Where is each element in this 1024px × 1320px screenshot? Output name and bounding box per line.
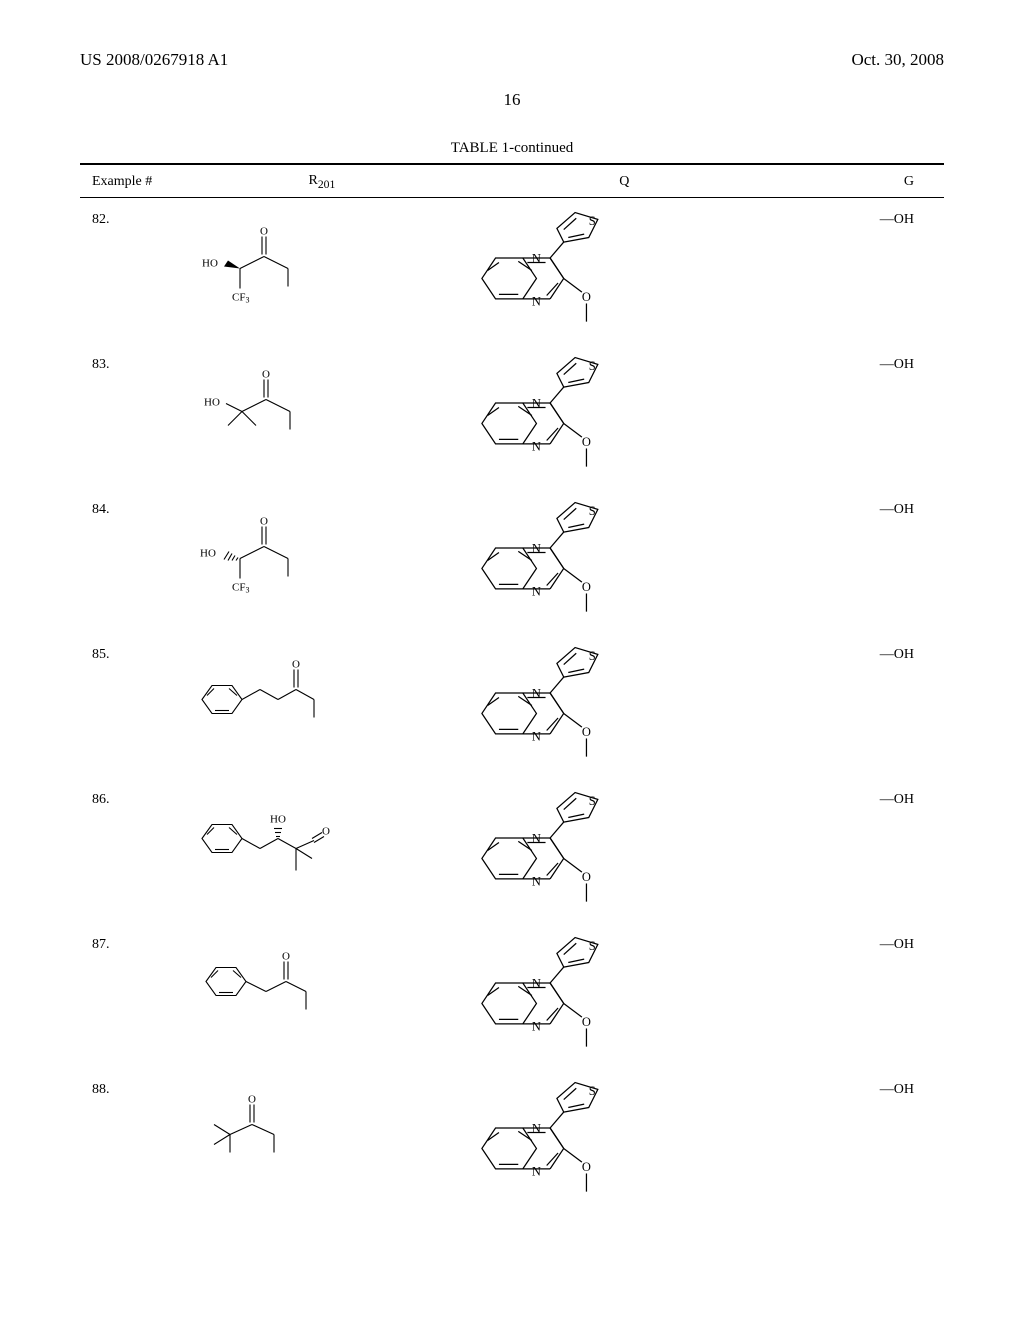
page-header: US 2008/0267918 A1 Oct. 30, 2008	[80, 50, 944, 70]
q-structure	[452, 633, 798, 778]
r201-structure	[192, 1068, 451, 1213]
table-row: 87. —OH	[80, 923, 944, 1068]
q-structure	[452, 488, 798, 633]
q-structure	[452, 923, 798, 1068]
table-row: 86. —OH	[80, 778, 944, 923]
col-example-header: Example #	[80, 165, 192, 197]
example-number: 83.	[80, 343, 192, 488]
r201-structure	[192, 343, 451, 488]
table-row: 84. —OH	[80, 488, 944, 633]
r201-structure	[192, 923, 451, 1068]
example-number: 82.	[80, 198, 192, 343]
table-row: 88. —OH	[80, 1068, 944, 1213]
g-value: —OH	[797, 343, 944, 488]
r201-structure	[192, 633, 451, 778]
g-value: —OH	[797, 488, 944, 633]
example-number: 87.	[80, 923, 192, 1068]
r201-structure	[192, 778, 451, 923]
table-head: Example # R201 Q G	[80, 165, 944, 197]
page-number: 16	[80, 90, 944, 110]
table-title: TABLE 1-continued	[80, 140, 944, 157]
q-structure	[452, 778, 798, 923]
table-row: 85. —OH	[80, 633, 944, 778]
g-value: —OH	[797, 198, 944, 343]
g-value: —OH	[797, 633, 944, 778]
col-r201-header: R201	[192, 165, 451, 197]
doc-number: US 2008/0267918 A1	[80, 50, 228, 70]
col-q-header: Q	[452, 165, 798, 197]
q-structure	[452, 198, 798, 343]
compound-table: Example # R201 Q G 82.—OH83.—OH84.—OH85.…	[80, 165, 944, 1213]
table-body: 82. —OH 83. —OH 84. —OH 85. —OH 86. —OH 87. —OH 88. —…	[80, 197, 944, 1213]
q-structure	[452, 1068, 798, 1213]
example-number: 85.	[80, 633, 192, 778]
example-number: 86.	[80, 778, 192, 923]
r201-structure	[192, 198, 451, 343]
g-value: —OH	[797, 1068, 944, 1213]
example-number: 88.	[80, 1068, 192, 1213]
col-g-header: G	[797, 165, 944, 197]
example-number: 84.	[80, 488, 192, 633]
r201-structure	[192, 488, 451, 633]
q-structure	[452, 343, 798, 488]
g-value: —OH	[797, 778, 944, 923]
pub-date: Oct. 30, 2008	[851, 50, 944, 70]
g-value: —OH	[797, 923, 944, 1068]
table-row: 83. —OH	[80, 343, 944, 488]
table-row: 82. —OH	[80, 198, 944, 343]
